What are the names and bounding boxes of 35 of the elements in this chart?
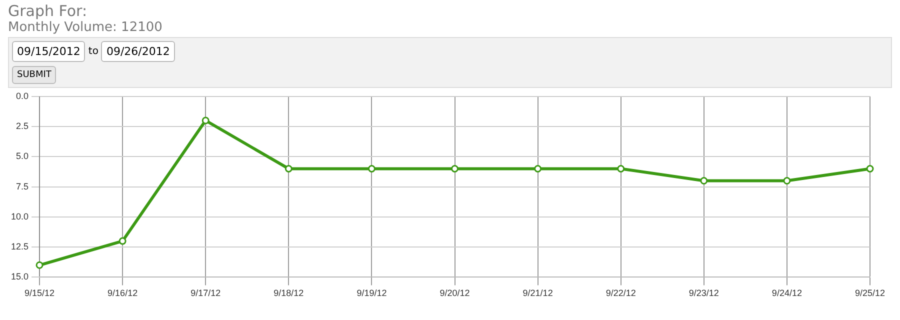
y-tick-label: 15.0	[10, 272, 29, 282]
point	[783, 177, 791, 185]
y-tick-label: 10.0	[10, 211, 29, 222]
y-tick-label: 2.5	[16, 121, 29, 132]
y-tick-label: 12.5	[10, 242, 29, 252]
text: SUBMIT	[12, 66, 56, 84]
x-tick-label: 9/15/12	[24, 288, 55, 298]
x-tick-label: 9/24/12	[772, 288, 802, 298]
point	[36, 261, 44, 269]
x-tick-label: 9/17/12	[190, 288, 221, 298]
x-tick-label: 9/20/12	[440, 288, 470, 298]
y-tick-label: 5.0	[16, 151, 29, 162]
x-tick-label: 9/19/12	[356, 288, 387, 298]
text: 09/15/2012	[12, 41, 86, 62]
point	[700, 177, 708, 185]
point	[118, 237, 126, 245]
chart-title: Graph For:	[8, 2, 88, 20]
y-tick-label: 0.0	[16, 90, 29, 101]
point	[451, 164, 459, 172]
point	[617, 164, 625, 172]
x-tick-label: 9/21/12	[522, 288, 553, 298]
point	[284, 164, 292, 172]
point	[534, 164, 542, 172]
x-tick-label: 9/22/12	[606, 288, 636, 298]
text: 09/26/2012	[101, 41, 175, 62]
text: to	[88, 46, 98, 57]
x-tick-label: 9/18/12	[274, 288, 304, 298]
chart-subtitle: Monthly Volume: 12100	[8, 20, 164, 35]
y-tick-label: 7.5	[16, 181, 29, 192]
point	[866, 164, 874, 172]
point	[202, 116, 210, 124]
point	[368, 164, 376, 172]
x-tick-label: 9/23/12	[688, 288, 719, 298]
x-tick-label: 9/16/12	[108, 288, 138, 298]
x-tick-label: 9/25/12	[854, 288, 886, 298]
